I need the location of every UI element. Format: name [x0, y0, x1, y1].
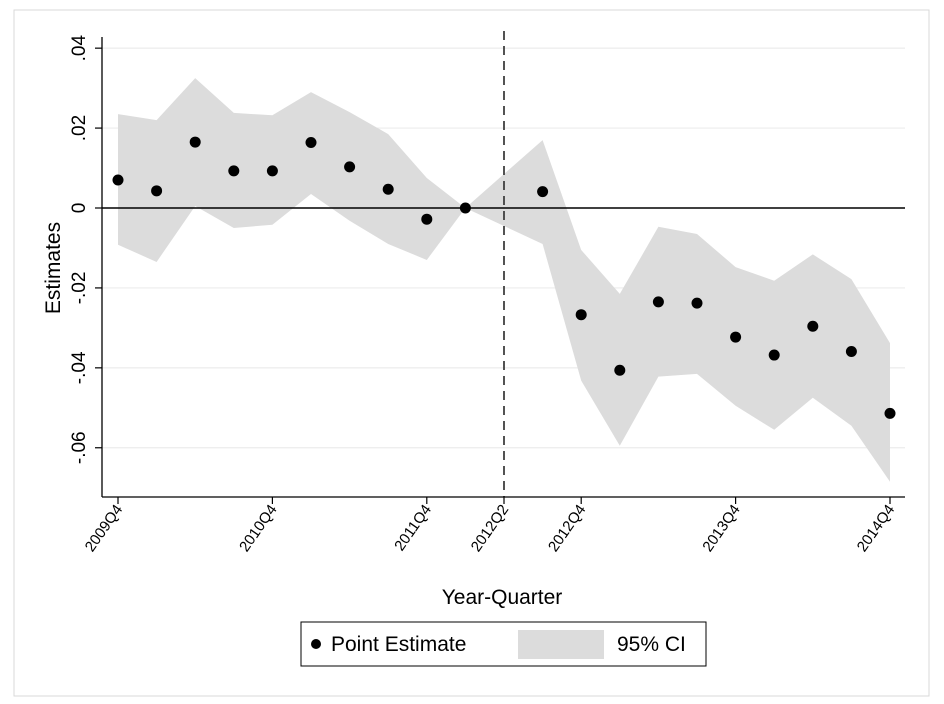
point-estimate-2013Q2 — [652, 296, 664, 308]
y-axis-label: Estimates — [42, 222, 65, 314]
confidence-band-layer — [118, 78, 890, 482]
point-estimate-2014Q2 — [807, 320, 819, 332]
ci-band — [118, 78, 890, 482]
point-estimate-2011Q1 — [305, 136, 317, 148]
point-estimate-2010Q4 — [266, 165, 278, 177]
point-estimate-2011Q2 — [344, 161, 356, 173]
point-estimate-2010Q2 — [189, 136, 201, 148]
point-estimate-2012Q3 — [537, 186, 549, 198]
legend-marker-point-estimate — [311, 639, 321, 649]
point-estimates-layer — [112, 136, 896, 419]
point-estimate-2011Q4 — [421, 213, 433, 225]
point-estimate-2012Q4 — [575, 309, 587, 321]
legend-box — [300, 621, 707, 667]
legend-label-point-estimate: Point Estimate — [331, 633, 466, 656]
point-estimate-2014Q1 — [768, 349, 780, 361]
point-estimate-2014Q4 — [884, 407, 896, 419]
point-estimate-2009Q4 — [112, 174, 124, 186]
point-estimate-2014Q3 — [845, 345, 857, 357]
point-estimate-2013Q3 — [691, 297, 703, 309]
point-estimate-2010Q3 — [228, 165, 240, 177]
y-tick-label-2: 0 — [69, 203, 90, 214]
point-estimate-2013Q4 — [730, 331, 742, 343]
x-axis-label: Year-Quarter — [442, 586, 563, 609]
y-tick-label-0: .04 — [69, 35, 90, 62]
point-estimate-2011Q3 — [382, 183, 394, 195]
legend: Point Estimate 95% CI — [300, 621, 707, 667]
point-estimate-2012Q1 — [459, 202, 471, 214]
y-tick-label-4: -.04 — [69, 351, 90, 384]
legend-swatch-ci — [518, 630, 604, 659]
point-estimate-2010Q1 — [151, 185, 163, 197]
point-estimate-2013Q1 — [614, 364, 626, 376]
y-tick-label-3: -.02 — [69, 272, 90, 305]
y-tick-label-5: -.06 — [69, 431, 90, 464]
reference-lines — [102, 31, 905, 497]
y-tick-label-1: .02 — [69, 115, 90, 141]
legend-label-ci: 95% CI — [617, 633, 686, 656]
